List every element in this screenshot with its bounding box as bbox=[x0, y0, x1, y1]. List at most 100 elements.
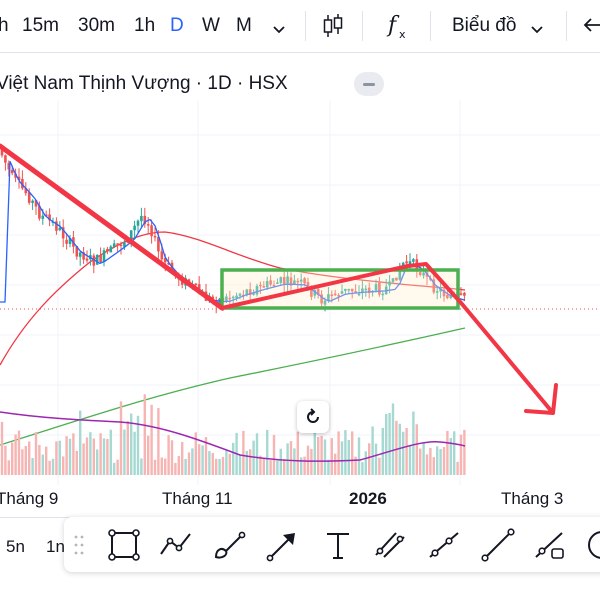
ma-short-line bbox=[0, 161, 466, 303]
drag-grip-icon[interactable] bbox=[74, 534, 84, 556]
volume-bar bbox=[191, 448, 194, 475]
candle-body bbox=[323, 300, 327, 305]
candle-body bbox=[238, 293, 242, 296]
candle-body bbox=[225, 296, 228, 302]
candle-body bbox=[231, 296, 235, 299]
candle-body bbox=[310, 286, 313, 297]
volume-bar bbox=[31, 458, 34, 475]
volume-bar bbox=[215, 458, 218, 475]
volume-bar bbox=[218, 459, 221, 475]
trend-line-icon[interactable] bbox=[480, 527, 516, 563]
candle-body bbox=[374, 284, 378, 291]
volume-bar bbox=[119, 401, 123, 475]
trend-angle-icon[interactable] bbox=[158, 527, 194, 563]
brush-icon[interactable] bbox=[212, 527, 248, 563]
candle-body bbox=[44, 214, 48, 217]
candle-body bbox=[41, 215, 45, 219]
x-tick-label: Tháng 11 bbox=[162, 489, 233, 508]
candle-body bbox=[140, 215, 143, 222]
interval-15m[interactable]: 15m bbox=[22, 15, 59, 36]
candle-body bbox=[299, 279, 303, 282]
volume-bar bbox=[317, 437, 320, 475]
arrow-left-icon[interactable] bbox=[582, 16, 600, 41]
volume-bar bbox=[310, 448, 313, 475]
volume-bar bbox=[24, 445, 27, 475]
annotations bbox=[0, 143, 600, 415]
candle-body bbox=[235, 295, 238, 299]
candle-body bbox=[82, 252, 85, 260]
circle-icon[interactable] bbox=[584, 527, 600, 563]
volume-bar bbox=[289, 441, 293, 475]
volume-bar bbox=[334, 453, 337, 475]
collapse-legend-button[interactable] bbox=[354, 72, 384, 96]
volume-bar bbox=[402, 431, 405, 475]
volume-bar bbox=[38, 444, 41, 475]
volume-bar bbox=[153, 459, 157, 475]
candle-body bbox=[129, 230, 133, 242]
volume-bar bbox=[62, 456, 65, 475]
candle-body bbox=[357, 293, 361, 296]
chart-menu-chevron-icon[interactable] bbox=[530, 18, 544, 42]
interval-w[interactable]: W bbox=[202, 15, 220, 36]
volume-bar bbox=[85, 437, 89, 475]
candle-body bbox=[38, 205, 41, 219]
price-chart[interactable] bbox=[0, 100, 600, 485]
candle-body bbox=[14, 173, 17, 178]
volume-bar bbox=[429, 447, 432, 475]
volume-bar bbox=[11, 442, 14, 475]
volume-bar bbox=[140, 458, 143, 475]
extended-line-icon[interactable] bbox=[532, 527, 568, 563]
volume-bar bbox=[388, 412, 391, 475]
interval-dropdown-chevron-icon[interactable] bbox=[272, 18, 286, 42]
candle-body bbox=[34, 200, 38, 207]
parallel-channel-icon[interactable] bbox=[372, 527, 408, 563]
text-icon[interactable] bbox=[320, 527, 356, 563]
volume-bar bbox=[177, 456, 180, 475]
volume-bar bbox=[160, 457, 163, 475]
candle-body bbox=[296, 280, 300, 283]
range-1d[interactable]: 1n bbox=[46, 537, 65, 556]
volume-bar bbox=[449, 438, 452, 475]
volume-bar bbox=[28, 441, 31, 475]
volume-bar bbox=[65, 436, 68, 475]
volume-bar bbox=[113, 462, 116, 475]
volume-bar bbox=[351, 431, 354, 475]
candle-body bbox=[262, 286, 266, 288]
volume-bar bbox=[14, 434, 17, 475]
volume-bar bbox=[136, 415, 140, 475]
volume-bar bbox=[194, 432, 197, 475]
interval-1h[interactable]: 1h bbox=[134, 15, 156, 36]
volume-bar bbox=[198, 444, 201, 475]
interval-30m[interactable]: 30m bbox=[78, 15, 115, 36]
range-5d[interactable]: 5n bbox=[6, 537, 25, 556]
candle-body bbox=[7, 162, 11, 170]
interval-d[interactable]: D bbox=[170, 15, 184, 36]
candle-body bbox=[160, 251, 164, 260]
reset-chart-button[interactable] bbox=[297, 401, 329, 433]
candle-body bbox=[279, 277, 283, 283]
volume-bar bbox=[415, 424, 418, 475]
chart-menu-label[interactable]: Biểu đồ bbox=[452, 15, 517, 36]
ray-icon[interactable] bbox=[426, 527, 462, 563]
rectangle-icon[interactable] bbox=[106, 527, 142, 563]
candle-body bbox=[333, 293, 337, 296]
volume-ma-line bbox=[0, 411, 466, 462]
volume-bar bbox=[89, 432, 92, 475]
volume-bar bbox=[378, 457, 381, 475]
volume-bar bbox=[432, 457, 435, 475]
candle-body bbox=[344, 288, 347, 291]
candle-body bbox=[282, 277, 286, 285]
toolbar-divider bbox=[430, 11, 431, 41]
symbol-title: Việt Nam Thịnh Vượng · 1D · HSX bbox=[0, 73, 288, 94]
arrow-icon[interactable] bbox=[265, 527, 301, 563]
volume-bar bbox=[340, 441, 344, 475]
breakdown-arrowhead bbox=[524, 383, 558, 415]
interval-m[interactable]: M bbox=[236, 15, 252, 36]
candle-body bbox=[17, 176, 21, 181]
chart-grid bbox=[0, 100, 600, 485]
candles-icon[interactable] bbox=[322, 12, 344, 47]
interval-h[interactable]: h bbox=[0, 15, 9, 36]
candle-body bbox=[367, 287, 371, 294]
